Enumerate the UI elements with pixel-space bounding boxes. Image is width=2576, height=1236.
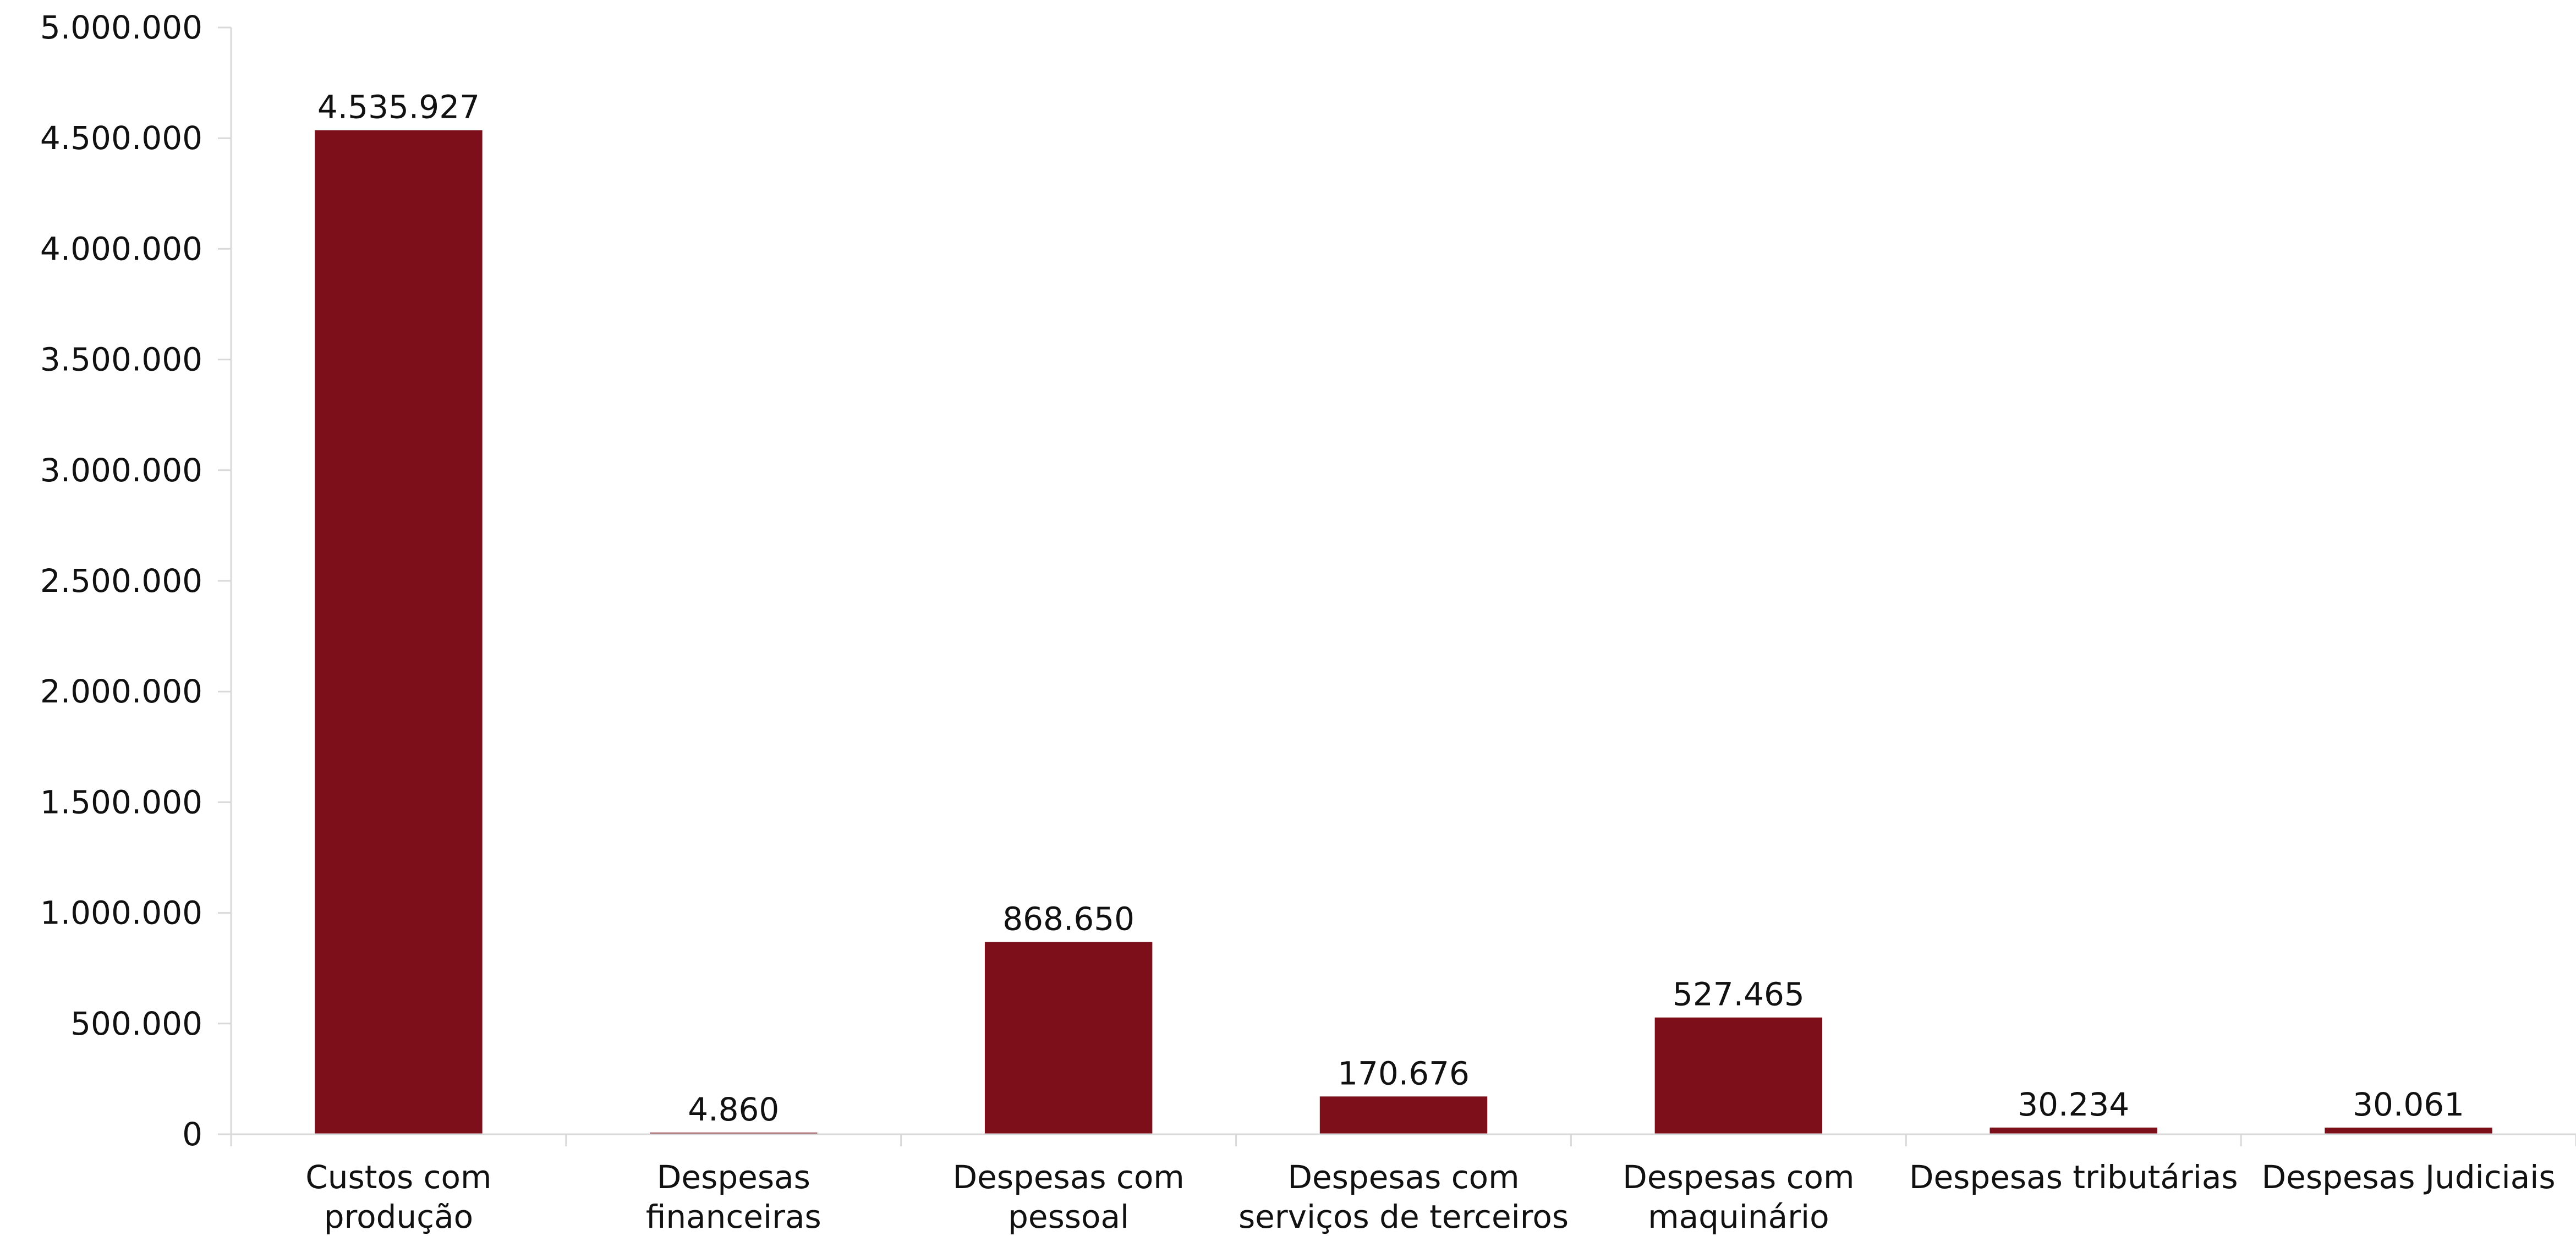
data-label: 30.061 xyxy=(2353,1086,2464,1123)
bar xyxy=(984,942,1153,1134)
y-tick-label: 2.000.000 xyxy=(40,673,202,710)
y-tick-label: 500.000 xyxy=(70,1005,202,1042)
category-label: Despesas com pessoal xyxy=(952,1158,1184,1235)
category-label-line: Despesas Judiciais xyxy=(2261,1158,2555,1196)
data-label: 4.860 xyxy=(688,1091,779,1128)
y-tick-label: 4.000.000 xyxy=(40,230,202,267)
axes xyxy=(218,26,2576,1146)
category-label: Despesas financeiras xyxy=(646,1158,821,1235)
category-label-line: Despesas com xyxy=(952,1158,1184,1196)
bar xyxy=(1319,1096,1488,1134)
data-label: 868.650 xyxy=(1002,900,1134,937)
category-label-line: financeiras xyxy=(646,1198,821,1235)
category-label: Despesas tributárias xyxy=(1909,1158,2238,1196)
category-label-line: Custos com xyxy=(305,1158,491,1196)
y-tick-label: 0 xyxy=(182,1116,202,1153)
category-label-line: Despesas tributárias xyxy=(1909,1158,2238,1196)
bar xyxy=(2325,1127,2492,1134)
bar xyxy=(315,130,483,1135)
data-labels: 4.535.927 4.860 868.650 170.676 527.465 30.23… xyxy=(317,89,2464,1128)
category-label-line: produção xyxy=(324,1198,473,1235)
bar xyxy=(1989,1127,2157,1134)
y-tick-label: 3.500.000 xyxy=(40,341,202,378)
y-tick-label: 1.500.000 xyxy=(40,783,202,821)
bars xyxy=(315,130,2492,1135)
category-label: Custos com produção xyxy=(305,1158,491,1235)
y-tick-label: 2.500.000 xyxy=(40,562,202,600)
y-tick-label: 4.500.000 xyxy=(40,119,202,157)
category-label-line: maquinário xyxy=(1648,1198,1829,1235)
y-tick-label: 3.000.000 xyxy=(40,452,202,489)
data-label: 170.676 xyxy=(1338,1054,1470,1092)
category-label-line: pessoal xyxy=(1008,1198,1129,1235)
y-tick-label: 5.000.000 xyxy=(40,9,202,46)
bar xyxy=(1654,1017,1823,1134)
y-axis-ticks: 0 500.000 1.000.000 1.500.000 2.000.000 2.500… xyxy=(40,9,202,1153)
data-label: 4.535.927 xyxy=(317,89,480,126)
category-label-line: Despesas xyxy=(657,1158,810,1196)
category-label-line: Despesas com xyxy=(1287,1158,1519,1196)
category-label-line: Despesas com xyxy=(1623,1158,1854,1196)
y-tick-label: 1.000.000 xyxy=(40,894,202,932)
category-label: Despesas com maquinário xyxy=(1623,1158,1854,1235)
data-label: 527.465 xyxy=(1673,976,1805,1013)
data-label: 30.234 xyxy=(2018,1086,2129,1123)
category-label: Despesas Judiciais xyxy=(2261,1158,2555,1196)
category-label-line: serviços de terceiros xyxy=(1238,1198,1569,1235)
category-label: Despesas com serviços de terceiros xyxy=(1238,1158,1569,1235)
